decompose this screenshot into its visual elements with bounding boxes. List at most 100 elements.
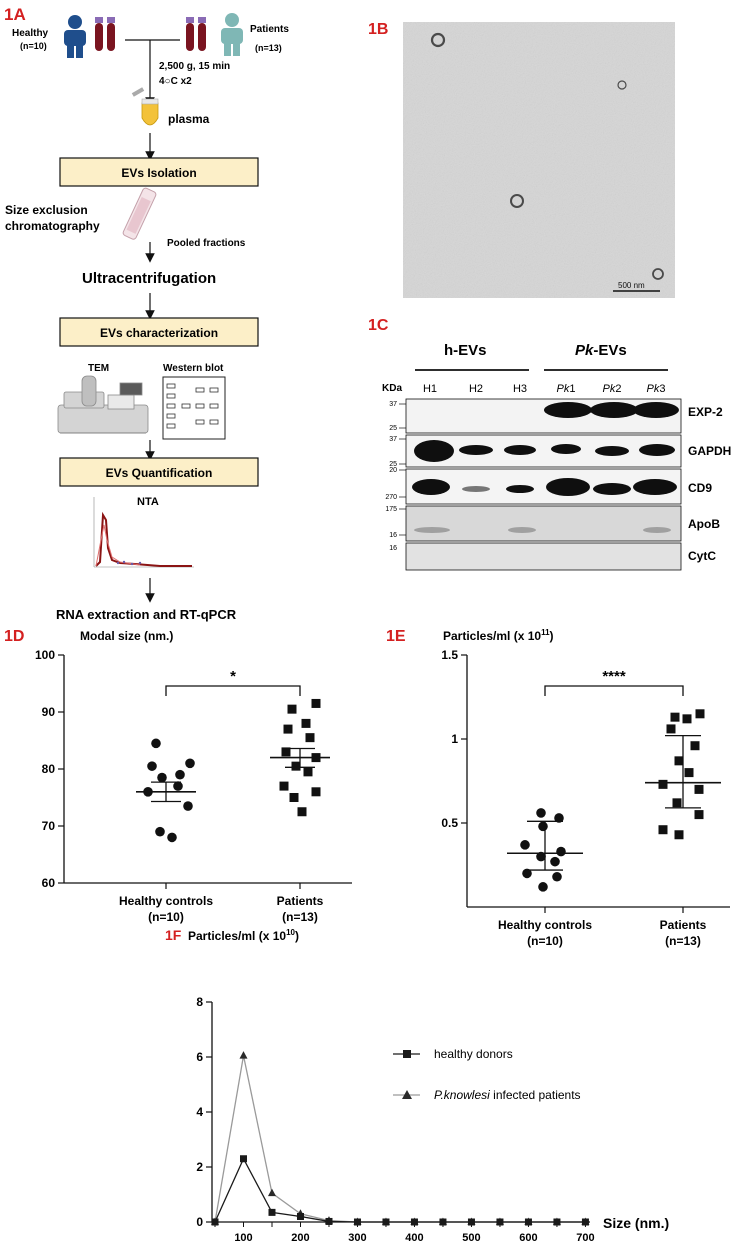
data-point-healthy: [185, 758, 195, 769]
legend-marker-healthy: [403, 1050, 411, 1058]
x-tick-label: 500: [462, 1232, 480, 1244]
mw-marker: 20: [389, 467, 397, 474]
mw-marker: 16: [389, 545, 397, 552]
data-point-patient: [279, 781, 289, 791]
data-point-patient: [267, 1188, 276, 1197]
lane-label: Pk1: [557, 383, 576, 395]
data-point-healthy: [439, 1218, 447, 1226]
y-tick-label: 8: [196, 995, 203, 1009]
chart-modal-size: Modal size (nm.) 60 70 80 90 100 Healthy contr…: [35, 629, 352, 924]
x-tick-label: 100: [234, 1232, 252, 1244]
legend-label-rest: infected patients: [490, 1088, 581, 1102]
x-category-n: (n=10): [527, 934, 563, 948]
data-point-patient: [287, 704, 297, 714]
lane-label: H1: [423, 383, 437, 395]
lane-label: H3: [513, 383, 527, 395]
significance-bracket: [165, 685, 301, 696]
band-label: CytC: [688, 549, 716, 563]
legend-label-healthy: healthy donors: [434, 1047, 513, 1061]
centrifuge-step-2: 4○C x2: [159, 76, 192, 87]
patients-label: Patients: [250, 24, 289, 35]
isolation-label: EVs Isolation: [121, 166, 196, 180]
panel-label-f: 1F: [165, 927, 182, 943]
legend-marker-patients: [402, 1090, 412, 1099]
mw-marker: 16: [389, 532, 397, 539]
data-point-healthy: [538, 882, 548, 892]
mw-marker: 25: [389, 425, 397, 432]
band-label: ApoB: [688, 517, 720, 531]
blot-strip-exp2: [405, 398, 682, 434]
y-tick-label: 90: [42, 705, 56, 719]
data-point-healthy: [410, 1218, 418, 1226]
data-point-patient: [690, 741, 700, 751]
sec-label-1: Size exclusion: [5, 203, 88, 217]
x-tick-label: 700: [576, 1232, 594, 1244]
data-point-healthy: [211, 1218, 219, 1226]
band-label: EXP-2: [688, 405, 723, 419]
mw-marker: 25: [389, 461, 397, 468]
blot-strip-cytc: [405, 542, 682, 571]
data-point-healthy: [268, 1208, 276, 1216]
data-point-healthy: [467, 1218, 475, 1226]
mw-marker: 270: [385, 494, 397, 501]
series-line-healthy: [214, 1157, 586, 1223]
x-category-n: (n=10): [148, 910, 184, 924]
data-point-healthy: [538, 821, 548, 832]
plasma-tube-icon: [131, 87, 159, 126]
characterization-box: [59, 317, 259, 347]
lane-label-prefix: Pk: [647, 383, 660, 395]
data-point-healthy: [353, 1218, 361, 1226]
panel-label-d: 1D: [4, 628, 24, 645]
lane-label: H2: [469, 383, 483, 395]
data-point-healthy: [183, 801, 193, 811]
panel-label-e: 1E: [386, 628, 406, 645]
x-axis-label: Size (nm.): [603, 1215, 669, 1231]
x-tick-label: 300: [348, 1232, 366, 1244]
pooled-label: Pooled fractions: [167, 238, 246, 249]
panel-label-b: 1B: [368, 21, 388, 38]
data-point-patient: [658, 825, 668, 835]
sec-column-icon: [122, 187, 157, 240]
panel-f: 1F Particles/ml (x 1010) 0 2 4 6 8 100 200 300 40…: [165, 927, 669, 1244]
data-point-healthy: [552, 871, 562, 882]
panel-e: 1E Particles/ml (x 1011) 0.5 1 1.5 Healthy c…: [386, 628, 730, 948]
data-point-healthy: [157, 772, 167, 783]
tem-texture: [403, 22, 675, 298]
x-category-label: Patients: [277, 894, 324, 908]
series-line-patients: [214, 1055, 586, 1223]
band-label: GAPDH: [688, 444, 731, 458]
blot-bands: [412, 402, 679, 533]
data-point-healthy: [556, 846, 566, 857]
patients-n: (n=13): [255, 43, 282, 53]
characterization-label: EVs characterization: [100, 326, 218, 340]
western-blot-icon: [162, 376, 226, 440]
isolation-box: [59, 157, 259, 187]
data-point-patient: [311, 787, 321, 797]
data-point-healthy: [536, 851, 546, 862]
data-point-healthy: [155, 826, 165, 837]
data-point-patient: [694, 810, 704, 820]
data-point-patient: [239, 1051, 248, 1059]
x-tick-label: 400: [405, 1232, 423, 1244]
healthy-person-icon: [64, 15, 86, 58]
x-category-label: Healthy controls: [119, 894, 213, 908]
mw-marker: 175: [385, 506, 397, 513]
data-point-healthy: [581, 1218, 589, 1226]
x-tick-label: 200: [291, 1232, 309, 1244]
data-point-patient: [283, 724, 293, 734]
scale-bar-label: 500 nm: [618, 281, 645, 290]
data-point-healthy: [147, 761, 157, 771]
chart-title: Modal size (nm.): [80, 629, 173, 643]
data-point-healthy: [382, 1218, 390, 1226]
lane-label-number: 2: [615, 383, 621, 395]
lane-label: Pk3: [647, 383, 666, 395]
blot-band-labels: EXP-2 GAPDH CD9 ApoB CytC: [688, 405, 731, 563]
data-point-patient: [291, 761, 301, 771]
tem-vesicles: [430, 32, 664, 280]
blot-strip-apob: [405, 505, 682, 542]
chart-title: Particles/ml (x 1010): [188, 928, 299, 943]
kda-label: KDa: [382, 383, 402, 394]
